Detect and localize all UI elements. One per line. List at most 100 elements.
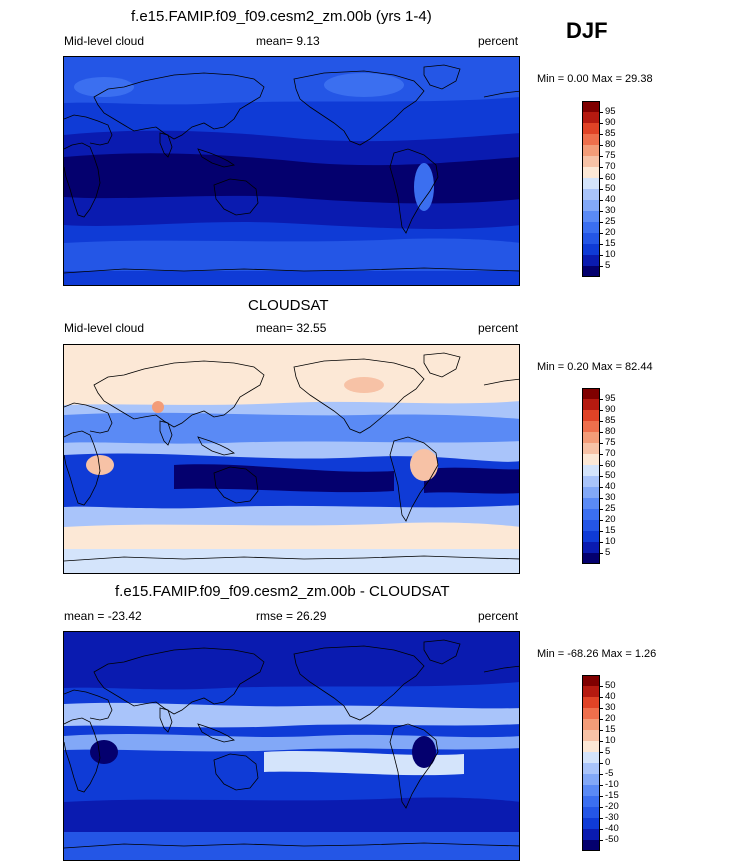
panel-2-colorbar-tick-label: 60: [605, 459, 616, 470]
panel-1-colorbar-tick: [600, 156, 603, 157]
panel-3-map-svg: [64, 632, 519, 860]
map-1-coastline: [64, 142, 101, 218]
panel-1-colorbar-box: [582, 145, 600, 156]
panel-2-colorbar-tick-label: 40: [605, 481, 616, 492]
panel-2-colorbar-box: [582, 443, 600, 454]
map-1-coastline: [64, 267, 519, 274]
panel-3-mean-label: mean = -23.42: [64, 609, 142, 623]
map-2-warm-blob: [344, 377, 384, 393]
panel-1-colorbar-box: [582, 222, 600, 233]
map-2-coastline: [483, 378, 519, 386]
map-2-subtropical-minimum: [424, 467, 519, 494]
panel-3-colorbar-tick: [600, 686, 603, 687]
panel-3-colorbar-tick-label: -20: [605, 801, 619, 812]
map-1-coastline: [389, 148, 439, 234]
panel-3-colorbar-box: [582, 719, 600, 730]
panel-3-colorbar-tick: [600, 796, 603, 797]
panel-2-colorbar-box: [582, 399, 600, 410]
panel-2-colorbar-box: [582, 542, 600, 553]
map-2-coastline: [423, 352, 461, 378]
map-1-coastline: [159, 132, 173, 158]
panel-2-colorbar-tick: [600, 454, 603, 455]
panel-1-colorbar-box: [582, 101, 600, 112]
map-1-highlight-blob: [414, 163, 434, 211]
panel-2-colorbar-box: [582, 476, 600, 487]
panel-3-title: f.e15.FAMIP.f09_f09.cesm2_zm.00b - CLOUD…: [115, 583, 450, 600]
panel-3-colorbar-tick-label: -40: [605, 823, 619, 834]
panel-1-colorbar-tick: [600, 266, 603, 267]
map-3-southern-band: [64, 797, 519, 832]
panel-2-colorbar-tick: [600, 520, 603, 521]
panel-3-colorbar-tick: [600, 697, 603, 698]
map-3-near-zero-band: [64, 702, 519, 728]
panel-1-colorbar-box: [582, 156, 600, 167]
panel-3-colorbar-tick: [600, 730, 603, 731]
panel-2-colorbar-tick: [600, 410, 603, 411]
panel-2-colorbar-tick-label: 95: [605, 393, 616, 404]
panel-2-colorbar-tick-label: 5: [605, 547, 611, 558]
map-2-coastline: [64, 555, 519, 562]
panel-1-minmax: Min = 0.00 Max = 29.38: [537, 73, 653, 85]
panel-1-colorbar-box: [582, 178, 600, 189]
panel-1-mean-label: mean= 9.13: [256, 34, 320, 48]
panel-2-colorbar-box: [582, 421, 600, 432]
panel-2-colorbar-box: [582, 520, 600, 531]
panel-1-map: [63, 56, 520, 286]
panel-1-colorbar-tick-label: 50: [605, 183, 616, 194]
panel-3-colorbar-box: [582, 708, 600, 719]
panel-1-colorbar-tick: [600, 211, 603, 212]
panel-1-colorbar-tick-label: 70: [605, 161, 616, 172]
panel-3-colorbar-tick: [600, 719, 603, 720]
panel-1-colorbar-tick-label: 80: [605, 139, 616, 150]
map-3-coastline: [64, 689, 113, 721]
panel-2-colorbar-tick: [600, 487, 603, 488]
panel-3-colorbar-box: [582, 796, 600, 807]
panel-1-colorbar-tick: [600, 123, 603, 124]
panel-3-colorbar-box: [582, 675, 600, 686]
map-2-subtropical-minimum: [174, 464, 394, 493]
panel-1-colorbar-tick-label: 25: [605, 216, 616, 227]
panel-2-colorbar-tick-label: 25: [605, 503, 616, 514]
panel-1-colorbar-tick: [600, 134, 603, 135]
panel-2-colorbar-box: [582, 531, 600, 542]
map-2-midlat-band: [64, 412, 519, 444]
map-2-coastline: [93, 360, 265, 428]
map-3-coastline: [159, 707, 173, 733]
map-3-coastline: [389, 723, 439, 809]
panel-1-colorbar-tick: [600, 167, 603, 168]
map-3-strong-negative-blob: [412, 736, 436, 768]
panel-1-colorbar-box: [582, 167, 600, 178]
panel-1-colorbar-tick: [600, 200, 603, 201]
panel-2-map: [63, 344, 520, 574]
map-3-coastline: [64, 717, 101, 793]
panel-3-colorbar-tick-label: -5: [605, 768, 614, 779]
panel-3-colorbar-box: [582, 840, 600, 851]
panel-1-colorbar-tick: [600, 233, 603, 234]
panel-1-colorbar-tick: [600, 145, 603, 146]
panel-2-colorbar-tick-label: 75: [605, 437, 616, 448]
panel-3-colorbar-box: [582, 686, 600, 697]
map-3-coastline: [197, 723, 236, 743]
map-2-southern-warm-band: [64, 522, 519, 549]
panel-1-variable-label: Mid-level cloud: [64, 34, 145, 48]
panel-3-colorbar-box: [582, 774, 600, 785]
map-2-northern-warm-band: [64, 345, 519, 405]
panel-3-rmse-label: rmse = 26.29: [256, 609, 327, 623]
panel-2-colorbar-tick: [600, 399, 603, 400]
map-1-coastline: [423, 64, 461, 90]
panel-3-map: [63, 631, 520, 861]
map-1-coastline: [293, 70, 425, 146]
panel-1-colorbar-tick-label: 60: [605, 172, 616, 183]
panel-1-colorbar-tick: [600, 255, 603, 256]
map-2-coastline: [389, 436, 439, 522]
panel-3-colorbar-tick-label: 15: [605, 724, 616, 735]
map-2-antarctic-band: [64, 549, 519, 573]
panel-1-colorbar-tick: [600, 178, 603, 179]
map-3-coastline: [293, 645, 425, 721]
panel-1-map-svg: [64, 57, 519, 285]
panel-2-colorbar-tick: [600, 443, 603, 444]
panel-3-colorbar-box: [582, 697, 600, 708]
map-3-weak-band: [64, 734, 519, 752]
map-1-coastline: [64, 114, 113, 146]
panel-1-colorbar-box: [582, 189, 600, 200]
